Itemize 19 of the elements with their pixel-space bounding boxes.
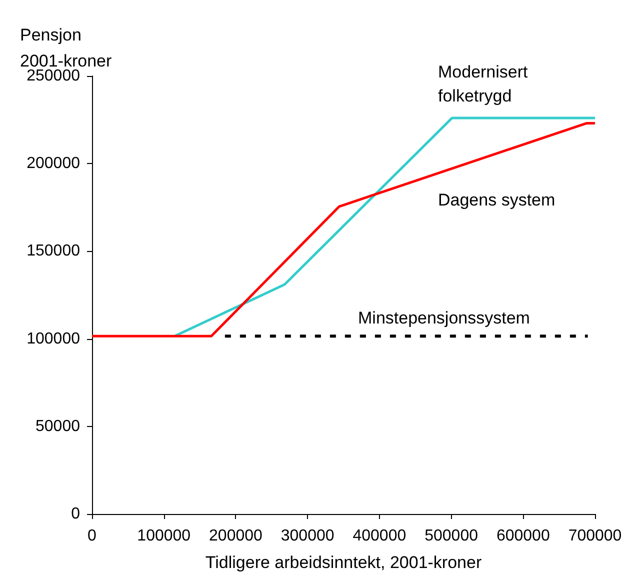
x-tick-label: 400000 bbox=[352, 528, 406, 544]
y-tick-label: 250000 bbox=[26, 68, 80, 84]
x-tick-label: 600000 bbox=[496, 528, 550, 544]
series-label: Dagens system bbox=[438, 190, 556, 210]
x-tick-label: 200000 bbox=[209, 528, 263, 544]
x-axis-title: Tidligere arbeidsinntekt, 2001-kroner bbox=[205, 553, 482, 572]
y-tick-label: 200000 bbox=[26, 155, 80, 172]
y-tick-label: 0 bbox=[71, 506, 80, 522]
series-label: Modernisert folketrygd bbox=[438, 62, 528, 106]
x-tick-label: 500000 bbox=[424, 528, 478, 544]
y-axis-title: Pensjon 2001-kroner bbox=[20, 26, 112, 70]
x-tick-label: 700000 bbox=[568, 528, 622, 544]
y-tick-label: 50000 bbox=[36, 418, 80, 435]
series-label: Minstepensjonssystem bbox=[358, 308, 530, 328]
y-tick-label: 150000 bbox=[26, 242, 80, 260]
y-tick-label: 100000 bbox=[26, 330, 80, 348]
x-tick-label: 300000 bbox=[280, 528, 334, 544]
x-tick-label: 100000 bbox=[137, 528, 191, 544]
x-tick-label: 0 bbox=[88, 528, 97, 544]
